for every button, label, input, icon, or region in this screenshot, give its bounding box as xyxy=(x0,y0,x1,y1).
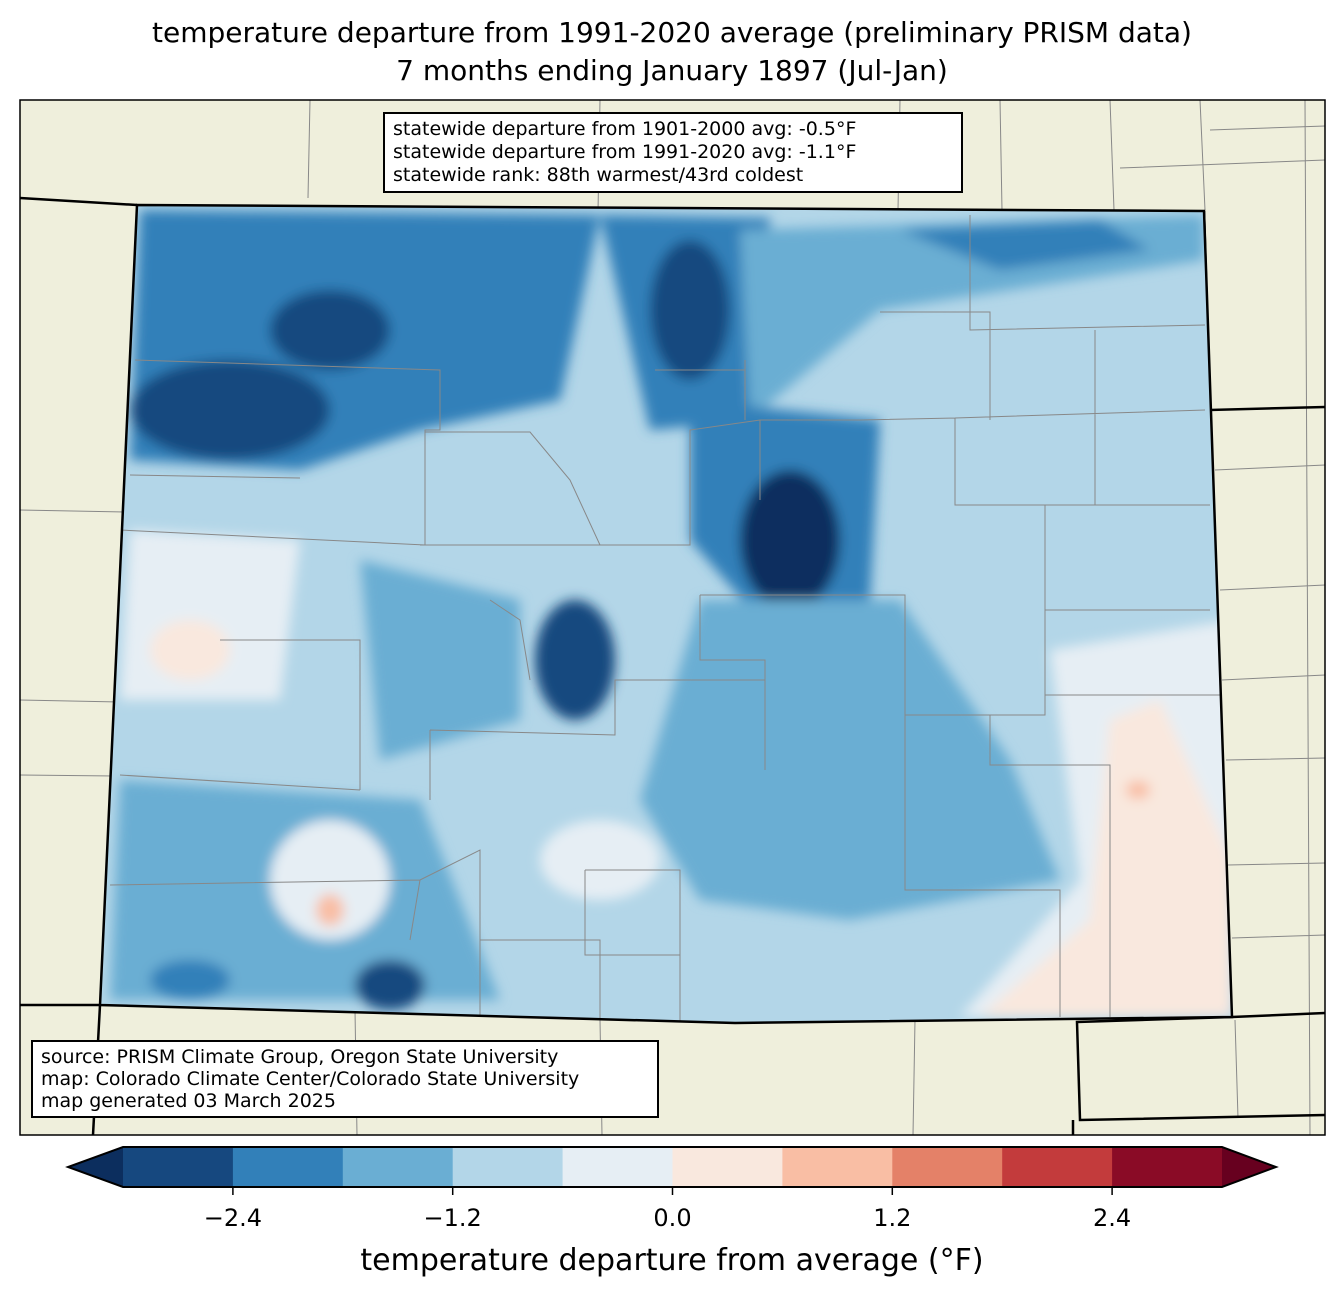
colorbar-bin xyxy=(562,1147,673,1187)
colorbar-bin xyxy=(1112,1147,1223,1187)
colorbar-outline xyxy=(65,1146,1279,1188)
colorbar-bin xyxy=(452,1147,564,1187)
colorbar-bin xyxy=(1002,1147,1113,1187)
colorbar-bin xyxy=(672,1147,783,1187)
colorbar-label: temperature departure from average (°F) xyxy=(360,1243,984,1278)
colorbar-tick-label: −2.4 xyxy=(203,1204,263,1232)
colorbar-bin xyxy=(892,1147,1003,1187)
source-box: source: PRISM Climate Group, Oregon Stat… xyxy=(31,1040,659,1118)
colorbar-tick-label: 1.2 xyxy=(873,1204,912,1232)
colorado-departure-field xyxy=(100,205,1232,1023)
statewide-stats-box: statewide departure from 1901-2000 avg: … xyxy=(383,112,963,193)
colorbar-tick-label: 2.4 xyxy=(1093,1204,1132,1232)
colorbar-bin xyxy=(782,1147,893,1187)
colorbar-tick-label: 0.0 xyxy=(653,1204,692,1232)
colorbar-over-extension xyxy=(1222,1147,1276,1187)
map-subtitle: 7 months ending January 1897 (Jul-Jan) xyxy=(396,54,948,87)
colorbar-under-extension xyxy=(68,1147,123,1187)
colorbar-bin xyxy=(342,1147,454,1187)
colorbar-bin xyxy=(232,1147,344,1187)
colorbar-tick-label: −1.2 xyxy=(423,1204,482,1232)
map-frame xyxy=(19,99,1326,1136)
colorado-border xyxy=(98,203,1234,1025)
stat-departure-1991-2020: statewide departure from 1991-2020 avg: … xyxy=(393,141,857,163)
colorbar-bin xyxy=(123,1147,234,1187)
stat-rank: statewide rank: 88th warmest/43rd coldes… xyxy=(393,164,804,186)
source-credit: source: PRISM Climate Group, Oregon Stat… xyxy=(41,1046,559,1068)
map-title: temperature departure from 1991-2020 ave… xyxy=(152,16,1192,49)
stat-departure-1901-2000: statewide departure from 1901-2000 avg: … xyxy=(393,118,857,140)
colorbar xyxy=(65,1146,1279,1195)
map-credit: map: Colorado Climate Center/Colorado St… xyxy=(41,1068,580,1090)
county-lines xyxy=(109,215,1225,1023)
generated-date: map generated 03 March 2025 xyxy=(41,1090,336,1112)
